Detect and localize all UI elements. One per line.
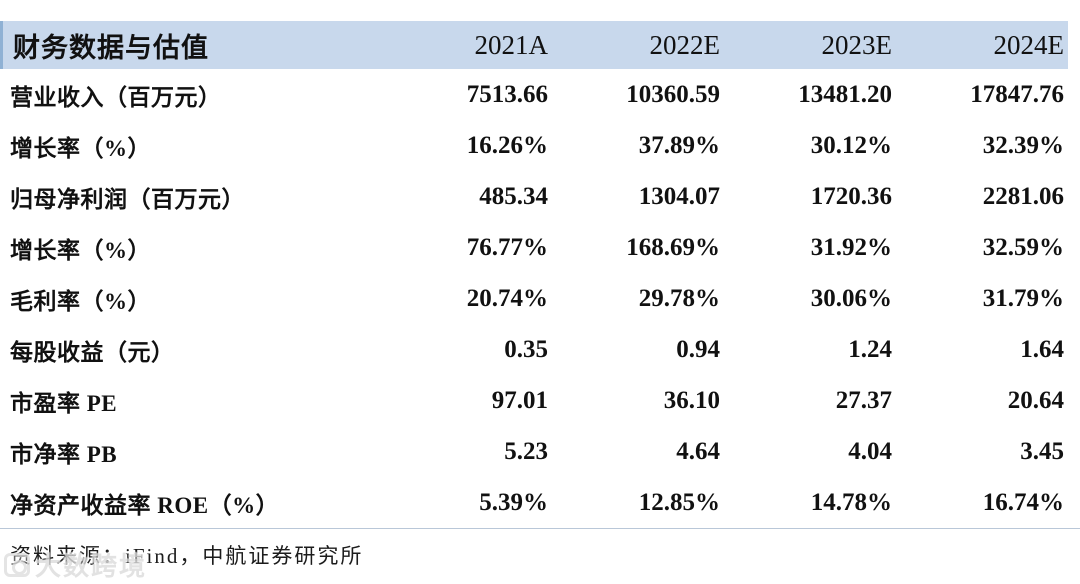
row-value: 485.34 [479,182,548,210]
table-header-row: 财务数据与估值 2021A 2022E 2023E 2024E [0,21,1068,69]
table-body: 营业收入（百万元） 7513.66 10360.59 13481.20 1784… [0,69,1080,529]
table-title: 财务数据与估值 [13,32,209,63]
row-value: 32.59% [982,233,1064,261]
row-value: 12.85% [638,488,720,516]
table-row: 增长率（%） 16.26% 37.89% 30.12% 32.39% [0,120,1068,171]
row-value: 17847.76 [970,80,1064,108]
row-value: 37.89% [638,131,720,159]
row-label: 增长率（%） [10,135,151,161]
row-value: 0.35 [504,335,548,363]
row-value: 14.78% [810,488,892,516]
row-label: 毛利率（%） [10,288,151,314]
row-label: 净资产收益率 ROE（%） [10,492,280,518]
row-value: 0.94 [676,335,720,363]
table-row: 市盈率 PE 97.01 36.10 27.37 20.64 [0,375,1068,426]
column-header-2024e: 2024E [993,29,1065,60]
row-value: 31.79% [982,284,1064,312]
row-value: 20.74% [466,284,548,312]
row-label: 每股收益（元） [10,339,175,365]
row-value: 31.92% [810,233,892,261]
column-header-2021a: 2021A [474,29,549,60]
row-value: 27.37 [835,386,892,414]
row-value: 1.64 [1020,335,1064,363]
row-value: 1.24 [848,335,892,363]
row-label: 归母净利润（百万元） [10,186,245,212]
row-value: 1720.36 [810,182,892,210]
row-label: 营业收入（百万元） [10,84,222,110]
row-value: 1304.07 [638,182,720,210]
row-value: 7513.66 [466,80,548,108]
row-value: 2281.06 [982,182,1064,210]
row-value: 30.06% [810,284,892,312]
row-value: 76.77% [466,233,548,261]
row-value: 4.64 [676,437,720,465]
row-value: 4.04 [848,437,892,465]
row-label: 市盈率 PE [10,390,118,416]
column-header-2023e: 2023E [821,29,893,60]
row-value: 10360.59 [626,80,720,108]
row-value: 20.64 [1007,386,1064,414]
row-value: 32.39% [982,131,1064,159]
table-row: 增长率（%） 76.77% 168.69% 31.92% 32.59% [0,222,1068,273]
table-row: 净资产收益率 ROE（%） 5.39% 12.85% 14.78% 16.74% [0,477,1068,528]
source-note: 资料来源：iFind，中航证券研究所 [10,544,364,568]
row-value: 3.45 [1020,437,1064,465]
table-row: 营业收入（百万元） 7513.66 10360.59 13481.20 1784… [0,69,1068,120]
row-value: 13481.20 [798,80,892,108]
row-value: 5.39% [479,488,548,516]
table-row: 归母净利润（百万元） 485.34 1304.07 1720.36 2281.0… [0,171,1068,222]
row-value: 29.78% [638,284,720,312]
table-row: 市净率 PB 5.23 4.64 4.04 3.45 [0,426,1068,477]
row-value: 5.23 [504,437,548,465]
column-header-2022e: 2022E [649,29,721,60]
row-label: 市净率 PB [10,441,118,467]
table-row: 毛利率（%） 20.74% 29.78% 30.06% 31.79% [0,273,1068,324]
row-value: 97.01 [491,386,548,414]
row-value: 168.69% [626,233,720,261]
table-row: 每股收益（元） 0.35 0.94 1.24 1.64 [0,324,1068,375]
row-value: 36.10 [663,386,720,414]
row-value: 30.12% [810,131,892,159]
row-value: 16.26% [466,131,548,159]
row-value: 16.74% [982,488,1064,516]
row-label: 增长率（%） [10,237,151,263]
